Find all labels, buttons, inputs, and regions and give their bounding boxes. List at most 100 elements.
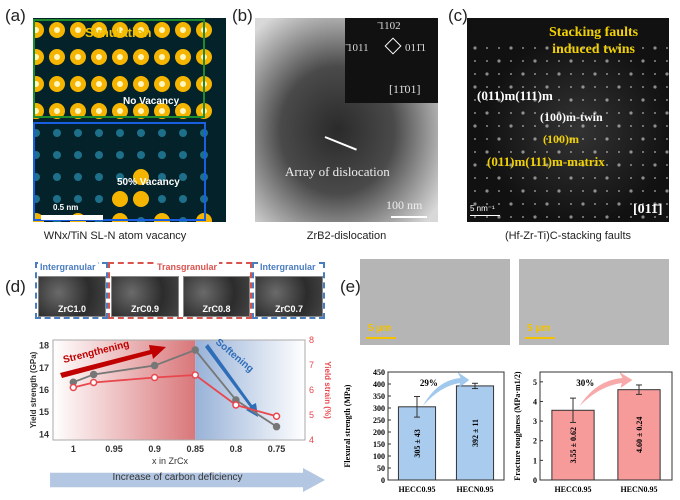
diffraction-spot <box>534 125 536 127</box>
atom-core <box>75 108 81 114</box>
strengthening-arrow-icon <box>60 345 166 378</box>
diffraction-spot <box>509 46 513 50</box>
title-line-1: Stacking faults <box>549 25 639 40</box>
diffraction-spot <box>618 216 620 218</box>
diffraction-spot <box>570 164 572 166</box>
diffraction-spot <box>569 98 573 102</box>
diffraction-spot <box>510 138 512 140</box>
diffraction-spot <box>642 125 644 127</box>
atom-core <box>138 81 144 87</box>
atom <box>112 191 128 207</box>
intergranular-label-1: Intergranular <box>38 262 98 272</box>
increase-percent-label: 29% <box>420 378 438 388</box>
diffraction-spot <box>570 151 572 153</box>
diffraction-spot <box>558 203 560 205</box>
diffraction-spot <box>534 164 536 166</box>
diffraction-spot <box>606 151 608 153</box>
diffraction-spot <box>558 164 560 166</box>
diffraction-spot <box>665 189 669 193</box>
scale-label: 5 nm⁻¹ <box>470 204 495 213</box>
diffraction-spot <box>497 59 501 63</box>
fracture-toughness-chart: 0 1 2 3 4 5 3.55 ± 0.62 HECC0.95 4.60 ± 0.24 HECN… <box>513 371 673 494</box>
diffraction-spot <box>606 47 608 49</box>
atom <box>74 151 82 159</box>
diffraction-spot <box>582 73 584 75</box>
atom <box>53 151 61 159</box>
diffraction-spot <box>630 203 632 205</box>
diffraction-spot <box>510 112 512 114</box>
diffraction-spot <box>498 190 500 192</box>
diffraction-spot <box>570 112 572 114</box>
diffraction-spot <box>510 177 512 179</box>
atom-core <box>138 108 144 114</box>
atom <box>116 173 124 181</box>
y2-tick-label: 6 <box>309 385 314 395</box>
diffraction-spot <box>509 163 513 167</box>
y-tick-label: 3 <box>533 417 537 426</box>
scale-label: 100 nm <box>386 198 423 212</box>
diffraction-spot <box>594 99 596 101</box>
diffraction-spot <box>666 125 668 127</box>
sem-label: ZrC0.7 <box>274 304 303 314</box>
diffraction-spot <box>474 177 476 179</box>
diffraction-spot <box>593 150 597 154</box>
diffraction-spot <box>569 215 573 219</box>
diffraction-spot <box>498 203 500 205</box>
diffraction-spot <box>546 138 548 140</box>
diffraction-spot <box>654 138 656 140</box>
diffraction-spot <box>618 73 620 75</box>
atom-core <box>54 54 60 60</box>
diffraction-spot <box>666 164 668 166</box>
atom-core <box>96 54 102 60</box>
diffraction-spot <box>546 73 548 75</box>
y-tick-label: 15 <box>39 407 49 417</box>
diffraction-spot <box>522 138 524 140</box>
diffraction-spot <box>570 190 572 192</box>
diffraction-spot <box>618 151 620 153</box>
y2-axis-label: Yield strain (%) <box>323 361 332 419</box>
diffraction-spot <box>509 85 513 89</box>
diffraction-spot <box>533 59 537 63</box>
diffraction-spot <box>521 150 525 154</box>
diffraction-spot <box>498 86 500 88</box>
x-tick-label: 0.85 <box>186 444 204 454</box>
diffraction-spot <box>654 99 656 101</box>
diffraction-spot <box>642 86 644 88</box>
bar-hecc0.95 <box>397 406 437 481</box>
y-tick-label: 0 <box>533 476 537 485</box>
diffraction-spot <box>641 98 645 102</box>
atom-core <box>96 108 102 114</box>
atom-core <box>138 54 144 60</box>
y-tick-label: 100 <box>373 452 385 461</box>
x-tick-label: 0.9 <box>148 444 161 454</box>
diffraction-spot <box>653 124 657 128</box>
atom <box>179 173 187 181</box>
atom <box>179 151 187 159</box>
diffraction-spot <box>546 60 548 62</box>
diffraction-spot <box>606 190 608 192</box>
y-tick-label: 1 <box>533 456 537 465</box>
y-tick-label: 17 <box>39 363 49 373</box>
atom-core <box>180 54 186 60</box>
diffraction-spot <box>534 112 536 114</box>
diffraction-spot <box>642 47 644 49</box>
atom-core <box>180 81 186 87</box>
diffraction-spot <box>665 72 669 76</box>
diffraction-spot <box>486 60 488 62</box>
title-line-2: induced twins <box>552 42 635 57</box>
panel-c-label: (c) <box>448 6 468 25</box>
diffraction-spot <box>581 163 585 167</box>
matrix-index-label: (011)m(111)m-matrix <box>487 154 605 169</box>
atom <box>95 173 103 181</box>
atom <box>95 151 103 159</box>
diffraction-spot <box>558 177 560 179</box>
atom-core <box>54 27 60 33</box>
diffraction-spot <box>545 46 549 50</box>
sem-label: ZrC1.0 <box>57 304 86 314</box>
diffraction-spot <box>629 72 633 76</box>
y-tick-label: 200 <box>373 428 385 437</box>
data-point <box>89 378 98 387</box>
diffraction-spot <box>617 202 621 206</box>
diffraction-spot <box>642 112 644 114</box>
diffraction-spot <box>605 176 609 180</box>
